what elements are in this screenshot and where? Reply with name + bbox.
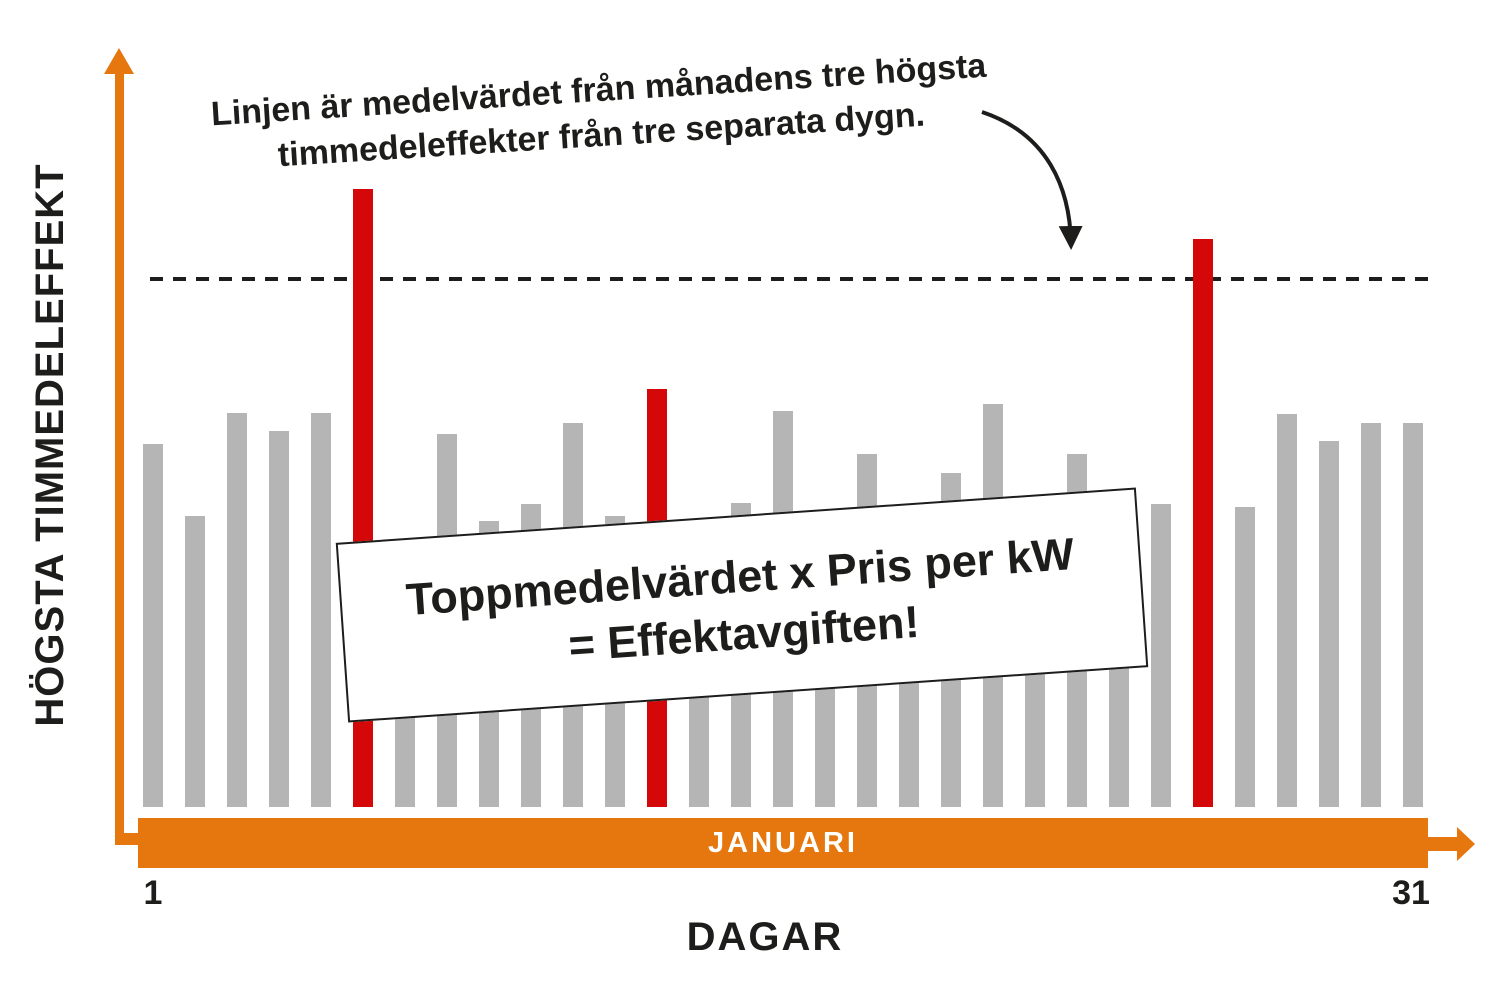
y-axis-arrowhead-icon <box>104 48 134 74</box>
bar-day-28 <box>1277 413 1297 807</box>
bar-day-4 <box>269 431 289 807</box>
average-dashed-line <box>150 277 1437 282</box>
x-tick-1: 1 <box>143 874 163 912</box>
bar-day-27 <box>1235 507 1255 807</box>
bar-day-31 <box>1403 423 1423 807</box>
y-axis-label: HÖGSTA TIMMEDELEFFEKT <box>28 163 72 727</box>
x-axis-arrow <box>1428 837 1457 851</box>
x-axis-arrowhead-icon <box>1457 827 1475 861</box>
bar-day-30 <box>1361 423 1381 807</box>
bar-day-25 <box>1151 504 1171 807</box>
y-axis-corner <box>115 833 141 845</box>
bar-day-5 <box>311 412 331 807</box>
bars <box>143 189 1423 807</box>
month-band-label: JANUARI <box>708 826 858 859</box>
bar-day-29 <box>1319 441 1339 807</box>
bar-day-1 <box>143 444 163 807</box>
annotation-text: Linjen är medelvärdet från månadens tre … <box>148 40 1052 186</box>
bar-day-2 <box>185 515 205 807</box>
curved-arrow-icon <box>981 110 1083 250</box>
x-tick-31: 31 <box>1392 874 1430 912</box>
bar-day-26 <box>1193 239 1213 807</box>
x-axis-month-band: JANUARI <box>138 818 1428 868</box>
x-axis-label: DAGAR <box>686 915 844 959</box>
bar-day-3 <box>227 412 247 807</box>
y-axis-arrow <box>115 62 124 845</box>
